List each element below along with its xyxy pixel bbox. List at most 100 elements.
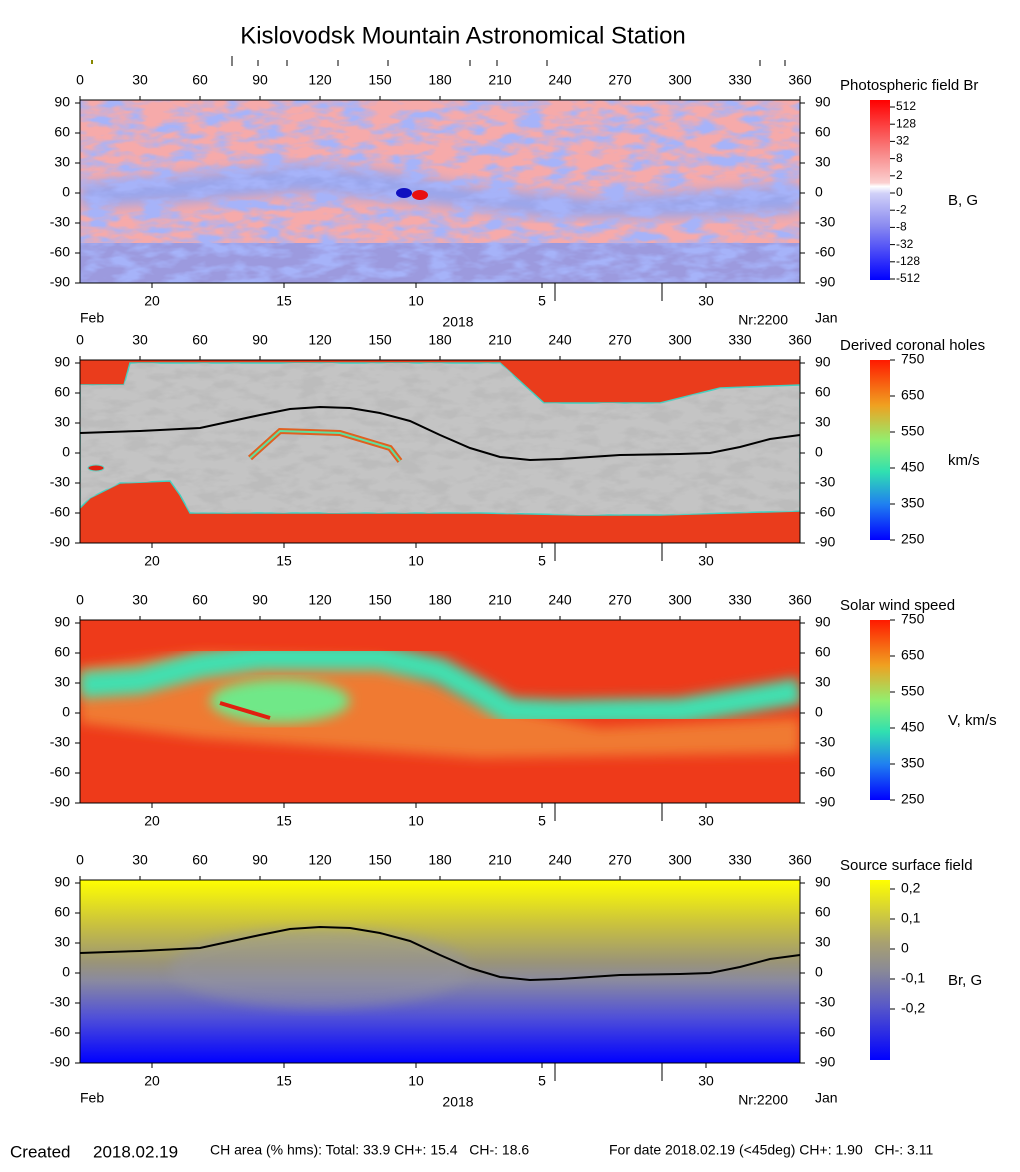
axis-note: Nr:2200 [738, 312, 788, 328]
colorbar-tick-label: 650 [901, 647, 925, 663]
panel-title: Photospheric field Br [840, 77, 978, 94]
y-tick-label: -90 [50, 794, 70, 810]
y-tick-label-right: 90 [815, 874, 831, 890]
y-tick-label-right: -90 [815, 534, 835, 550]
colorbar-tick-label: 450 [901, 719, 925, 735]
x-tick-label: 270 [608, 332, 632, 348]
colorbar-tick-label: 450 [901, 459, 925, 475]
x-tick-label: 210 [488, 852, 512, 868]
x-tick-label: 60 [192, 332, 208, 348]
map-stripe-edge [249, 429, 401, 462]
map-spot [396, 188, 412, 198]
x-tick-label: 0 [76, 332, 84, 348]
x-tick-label: 360 [788, 592, 812, 608]
y-tick-label-right: 30 [815, 154, 831, 170]
x-tick-label: 330 [728, 72, 752, 88]
x-tick-label: 60 [192, 592, 208, 608]
panel: 0 30 60 90 120 150 180 210 240 270 300 330 360-90 -90… [50, 332, 985, 569]
x-tick-label: 0 [76, 592, 84, 608]
colorbar-label: km/s [948, 452, 980, 469]
date-tick-label: 10 [408, 553, 424, 569]
y-tick-label: -30 [50, 734, 70, 750]
x-tick-label: 120 [308, 852, 332, 868]
date-tick-label: 20 [144, 553, 160, 569]
y-tick-label: -90 [50, 534, 70, 550]
y-tick-label-right: -60 [815, 764, 835, 780]
x-tick-label: 270 [608, 852, 632, 868]
date-tick-label: 5 [538, 813, 546, 829]
date-tick-label: 10 [408, 813, 424, 829]
colorbar-tick-label: 750 [901, 611, 925, 627]
colorbar-label: B, G [948, 192, 978, 209]
x-tick-label: 210 [488, 332, 512, 348]
x-tick-label: 120 [308, 72, 332, 88]
map-image [80, 620, 800, 803]
date-tick-label: 30 [698, 553, 714, 569]
x-tick-label: 360 [788, 72, 812, 88]
axis-note: Feb [80, 1090, 104, 1106]
neutral-line [80, 925, 800, 982]
y-tick-label: 0 [62, 964, 70, 980]
colorbar-tick-label: 350 [901, 755, 925, 771]
y-tick-label: 90 [54, 614, 70, 630]
x-tick-label: 30 [132, 332, 148, 348]
panel: 0 30 60 90 120 150 180 210 240 270 300 330 360-90 -90… [50, 852, 982, 1110]
y-tick-label: -60 [50, 764, 70, 780]
y-tick-label-right: -60 [815, 504, 835, 520]
x-tick-label: 240 [548, 852, 572, 868]
panel-title: Solar wind speed [840, 597, 955, 614]
y-tick-label-right: -90 [815, 1054, 835, 1070]
colorbar-tick-label: -32 [896, 237, 914, 251]
y-tick-label-right: -90 [815, 274, 835, 290]
x-tick-label: 330 [728, 332, 752, 348]
colorbar-tick-label: 8 [896, 151, 903, 165]
y-tick-label-right: 30 [815, 414, 831, 430]
y-tick-label-right: 30 [815, 934, 831, 950]
axis-note: Nr:2200 [738, 1092, 788, 1108]
date-tick-label: 20 [144, 813, 160, 829]
map-spot [412, 190, 428, 200]
y-tick-label-right: 90 [815, 614, 831, 630]
date-tick-label: 20 [144, 293, 160, 309]
map-orange [80, 653, 800, 758]
y-tick-label-right: 0 [815, 704, 823, 720]
x-tick-label: 150 [368, 852, 392, 868]
y-tick-label: 30 [54, 154, 70, 170]
x-tick-label: 0 [76, 72, 84, 88]
colorbar [870, 360, 890, 540]
colorbar-tick-label: 550 [901, 423, 925, 439]
map-fan [210, 679, 350, 723]
colorbar-tick-label: 350 [901, 495, 925, 511]
x-tick-label: 60 [192, 72, 208, 88]
axis-note: Feb [80, 310, 104, 326]
x-tick-label: 120 [308, 592, 332, 608]
y-tick-label: 90 [54, 874, 70, 890]
date-tick-label: 20 [144, 1073, 160, 1089]
map-band [80, 644, 800, 726]
y-tick-label: 30 [54, 414, 70, 430]
x-tick-label: 330 [728, 592, 752, 608]
y-tick-label-right: 0 [815, 184, 823, 200]
date-tick-label: 15 [276, 813, 292, 829]
colorbar-tick-label: 650 [901, 387, 925, 403]
colorbar-tick-label: 0,1 [901, 910, 921, 926]
footer-created: Created [10, 1142, 70, 1161]
y-tick-label-right: 60 [815, 124, 831, 140]
colorbar [870, 880, 890, 1060]
y-tick-label-right: -30 [815, 994, 835, 1010]
colorbar-tick-label: 750 [901, 351, 925, 367]
colorbar-tick-label: 550 [901, 683, 925, 699]
x-tick-label: 150 [368, 592, 392, 608]
x-tick-label: 210 [488, 72, 512, 88]
y-tick-label-right: -60 [815, 1024, 835, 1040]
colorbar-tick-label: 0 [901, 940, 909, 956]
date-tick-label: 15 [276, 553, 292, 569]
x-tick-label: 300 [668, 592, 692, 608]
neutral-line [80, 405, 800, 462]
y-tick-label-right: 0 [815, 444, 823, 460]
map-spot [87, 464, 105, 472]
date-tick-label: 15 [276, 1073, 292, 1089]
y-tick-label-right: 60 [815, 384, 831, 400]
y-tick-label: 0 [62, 184, 70, 200]
